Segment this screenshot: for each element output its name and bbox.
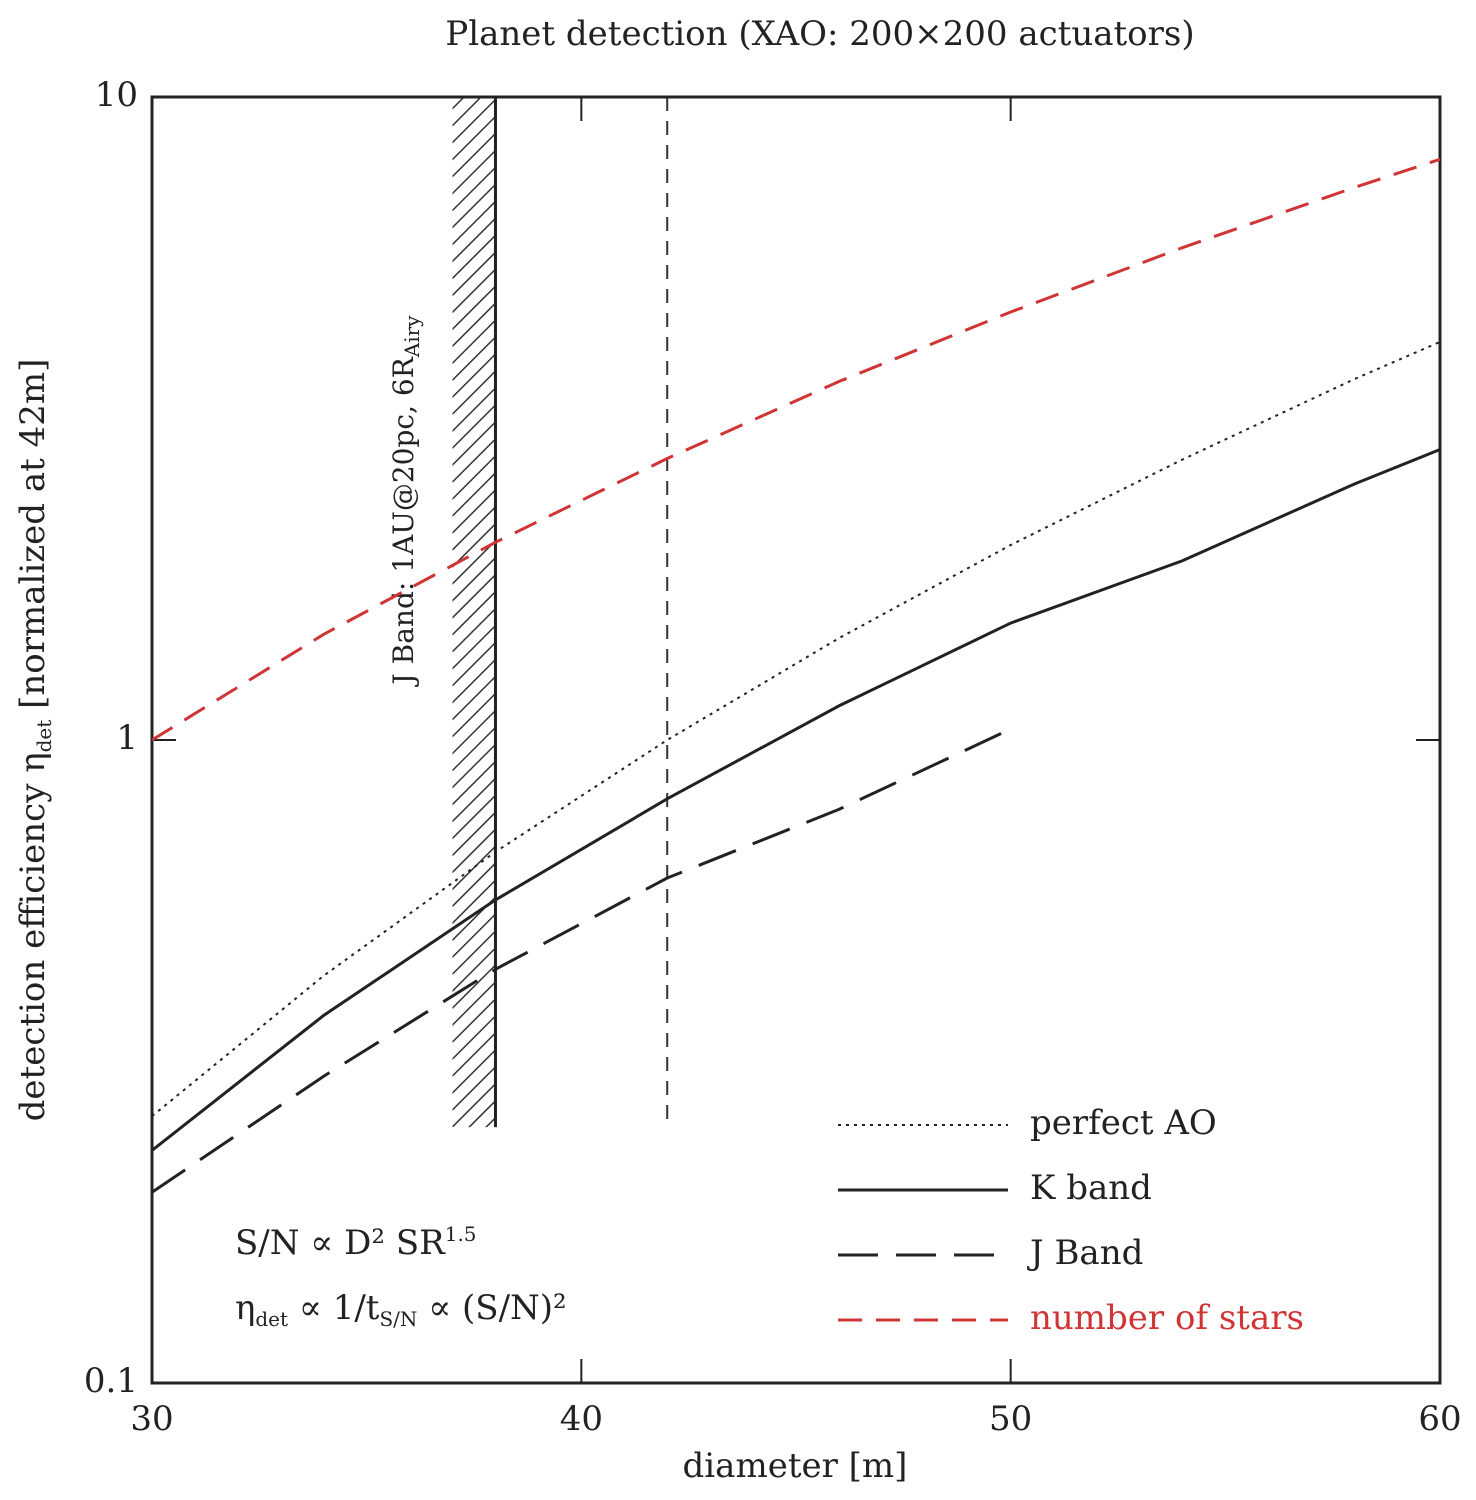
x-tick-label: 50: [989, 1399, 1032, 1439]
shaded-region: [452, 97, 496, 1128]
legend-label: J Band: [1027, 1233, 1143, 1273]
y-axis-label: detection efficiency ηdet [normalized at…: [13, 359, 56, 1122]
annotation-tail: ∝ (S/N)²: [417, 1288, 566, 1328]
y-label-main: detection efficiency η: [13, 752, 53, 1121]
x-axis-label: diameter [m]: [683, 1446, 908, 1486]
annotation-sub: det: [255, 1307, 288, 1331]
series-line: [151, 157, 1441, 742]
x-tick-label: 40: [560, 1399, 603, 1439]
x-tick-label: 30: [130, 1399, 173, 1439]
annotation: S/N ∝ D² SR1.5: [235, 1222, 477, 1264]
y-label-sub: det: [32, 720, 56, 753]
annotation-main: S/N ∝ D² SR: [235, 1223, 446, 1263]
region-label-sub: Airy: [400, 315, 424, 358]
annotation-sub: S/N: [379, 1307, 417, 1331]
y-tick-label: 10: [95, 75, 138, 115]
x-tick-label: 60: [1418, 1399, 1461, 1439]
series-line: [151, 448, 1441, 1152]
y-tick-label: 0.1: [84, 1361, 138, 1401]
annotation-mid: ∝ 1/t: [288, 1288, 380, 1328]
y-tick-label: 1: [116, 718, 138, 758]
annotation-eta: η: [235, 1288, 255, 1328]
legend-label: perfect AO: [1030, 1103, 1217, 1143]
region-label-main: J Band: 1AU@20pc, 6R: [387, 356, 420, 687]
annotation-sup: 1.5: [445, 1222, 477, 1246]
legend-label: number of stars: [1030, 1298, 1304, 1338]
series-line: [151, 727, 1012, 1194]
legend-label: K band: [1030, 1168, 1152, 1208]
chart-title: Planet detection (XAO: 200×200 actuators…: [445, 14, 1194, 54]
region-label: J Band: 1AU@20pc, 6RAiry: [387, 315, 424, 688]
annotation: ηdet ∝ 1/tS/N ∝ (S/N)²: [235, 1288, 567, 1331]
y-label-tail: [normalized at 42m]: [13, 359, 53, 720]
